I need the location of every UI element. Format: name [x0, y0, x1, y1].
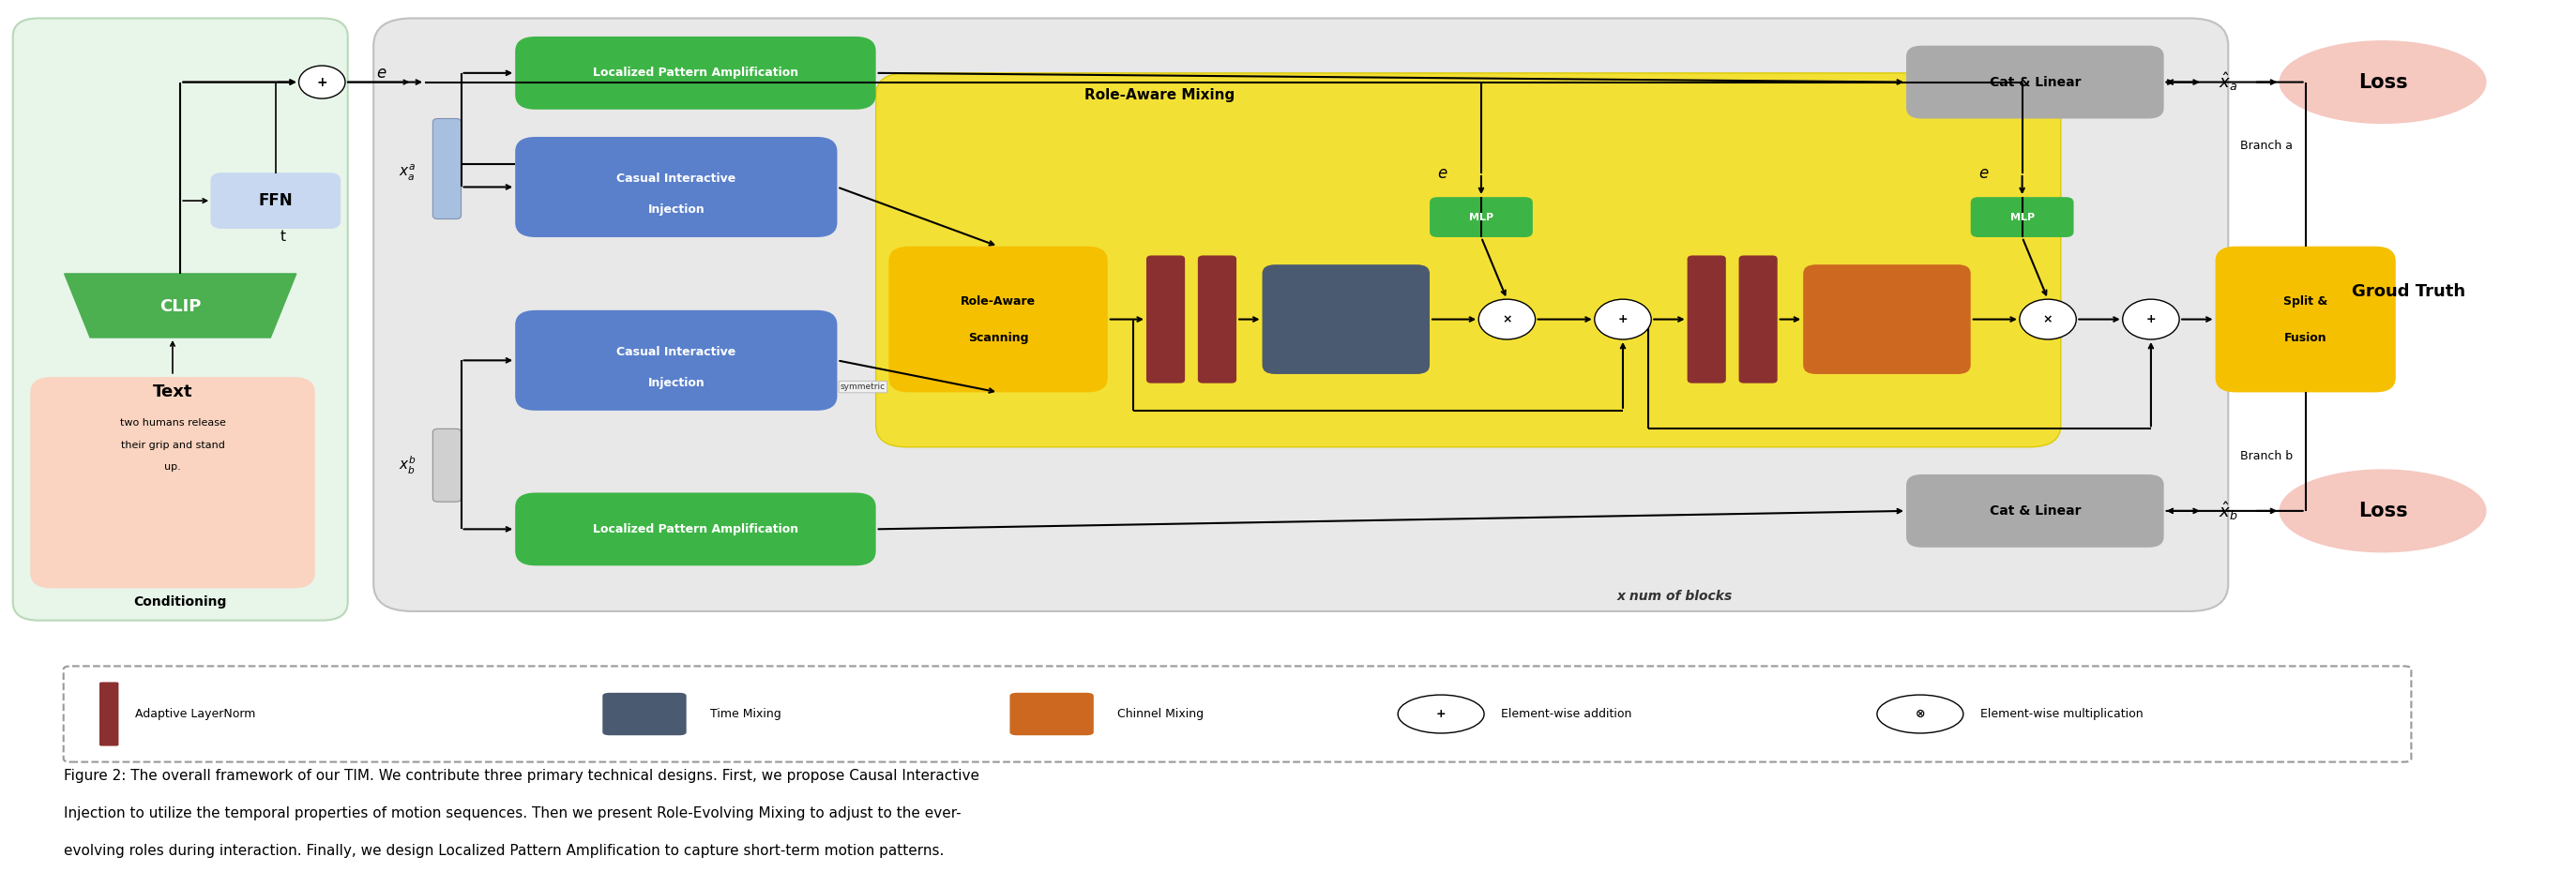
Text: up.: up. — [165, 462, 180, 472]
Circle shape — [1399, 695, 1484, 734]
Text: MLP: MLP — [2009, 213, 2035, 222]
FancyBboxPatch shape — [1971, 197, 2074, 237]
FancyBboxPatch shape — [515, 492, 876, 566]
Text: Groud Truth: Groud Truth — [2352, 284, 2465, 301]
Text: Localized Pattern Amplification: Localized Pattern Amplification — [592, 67, 799, 79]
FancyBboxPatch shape — [211, 173, 340, 228]
Text: Loss: Loss — [2357, 501, 2409, 521]
Text: evolving roles during interaction. Finally, we design Localized Pattern Amplific: evolving roles during interaction. Final… — [64, 844, 945, 858]
Text: Conditioning: Conditioning — [134, 595, 227, 608]
Text: Branch b: Branch b — [2241, 450, 2293, 462]
FancyBboxPatch shape — [1906, 45, 2164, 119]
Text: Element-wise addition: Element-wise addition — [1502, 708, 1631, 720]
Circle shape — [2020, 299, 2076, 340]
Text: Casual Interactive: Casual Interactive — [616, 173, 737, 184]
Text: their grip and stand: their grip and stand — [121, 441, 224, 450]
Text: t: t — [281, 231, 286, 244]
FancyBboxPatch shape — [1687, 255, 1726, 383]
Circle shape — [1479, 299, 1535, 340]
FancyBboxPatch shape — [889, 247, 1108, 392]
Text: Figure 2: The overall framework of our TIM. We contribute three primary technica: Figure 2: The overall framework of our T… — [64, 769, 979, 783]
FancyBboxPatch shape — [2215, 247, 2396, 392]
Text: FFN: FFN — [258, 192, 294, 209]
FancyBboxPatch shape — [374, 19, 2228, 611]
Ellipse shape — [2280, 470, 2486, 552]
FancyBboxPatch shape — [433, 428, 461, 502]
Text: Localized Pattern Amplification: Localized Pattern Amplification — [592, 523, 799, 535]
FancyBboxPatch shape — [515, 310, 837, 411]
FancyBboxPatch shape — [100, 682, 118, 746]
Text: CLIP: CLIP — [160, 298, 201, 315]
Text: ×: × — [2043, 313, 2053, 326]
FancyBboxPatch shape — [603, 693, 685, 735]
FancyBboxPatch shape — [1803, 264, 1971, 374]
Text: e: e — [1978, 165, 1989, 182]
Polygon shape — [64, 274, 296, 338]
Text: +: + — [1618, 313, 1628, 326]
Text: two humans release: two humans release — [118, 419, 227, 428]
Text: Injection: Injection — [647, 377, 706, 389]
FancyBboxPatch shape — [31, 378, 314, 587]
Text: Fusion: Fusion — [2285, 332, 2326, 343]
Text: Adaptive LayerNorm: Adaptive LayerNorm — [137, 708, 255, 720]
Ellipse shape — [2280, 41, 2486, 123]
Text: ⊗: ⊗ — [1914, 708, 1924, 720]
Text: $x^b_b$: $x^b_b$ — [399, 454, 415, 476]
FancyBboxPatch shape — [1262, 264, 1430, 374]
Text: Branch a: Branch a — [2241, 140, 2293, 152]
FancyBboxPatch shape — [433, 119, 461, 219]
FancyBboxPatch shape — [515, 137, 837, 237]
Circle shape — [1878, 695, 1963, 734]
Text: MLP: MLP — [1468, 213, 1494, 222]
Text: $\hat{x}_a$: $\hat{x}_a$ — [2218, 71, 2239, 93]
Text: ×: × — [1502, 313, 1512, 326]
Text: Chinnel Mixing: Chinnel Mixing — [1118, 708, 1203, 720]
FancyBboxPatch shape — [1906, 475, 2164, 547]
FancyBboxPatch shape — [1198, 255, 1236, 383]
Text: Time Mixing: Time Mixing — [711, 708, 781, 720]
Circle shape — [1595, 299, 1651, 340]
Text: e: e — [376, 65, 386, 82]
Text: $\hat{x}_b$: $\hat{x}_b$ — [2218, 499, 2239, 522]
Circle shape — [299, 66, 345, 98]
Text: Injection to utilize the temporal properties of motion sequences. Then we presen: Injection to utilize the temporal proper… — [64, 806, 961, 820]
FancyBboxPatch shape — [64, 666, 2411, 762]
FancyBboxPatch shape — [1430, 197, 1533, 237]
Text: Text: Text — [152, 384, 193, 401]
FancyBboxPatch shape — [1010, 693, 1095, 735]
Text: $x^a_a$: $x^a_a$ — [399, 163, 415, 184]
Text: Cat & Linear: Cat & Linear — [1989, 75, 2081, 89]
Text: e: e — [1437, 165, 1448, 182]
FancyBboxPatch shape — [1739, 255, 1777, 383]
FancyBboxPatch shape — [515, 36, 876, 109]
FancyBboxPatch shape — [1146, 255, 1185, 383]
Text: Split &: Split & — [2282, 295, 2329, 307]
FancyBboxPatch shape — [13, 19, 348, 620]
Text: x num of blocks: x num of blocks — [1618, 590, 1731, 603]
Text: +: + — [317, 75, 327, 89]
FancyBboxPatch shape — [876, 73, 2061, 447]
Text: Cat & Linear: Cat & Linear — [1989, 505, 2081, 517]
Text: Scanning: Scanning — [969, 332, 1028, 343]
Text: Injection: Injection — [647, 204, 706, 216]
Text: +: + — [1435, 708, 1445, 720]
Text: Role-Aware Mixing: Role-Aware Mixing — [1084, 88, 1234, 102]
Text: Casual Interactive: Casual Interactive — [616, 346, 737, 358]
Text: symmetric: symmetric — [840, 382, 886, 391]
Text: +: + — [2146, 313, 2156, 326]
Text: Loss: Loss — [2357, 73, 2409, 91]
Circle shape — [2123, 299, 2179, 340]
Text: Element-wise multiplication: Element-wise multiplication — [1981, 708, 2143, 720]
Text: Role-Aware: Role-Aware — [961, 295, 1036, 307]
